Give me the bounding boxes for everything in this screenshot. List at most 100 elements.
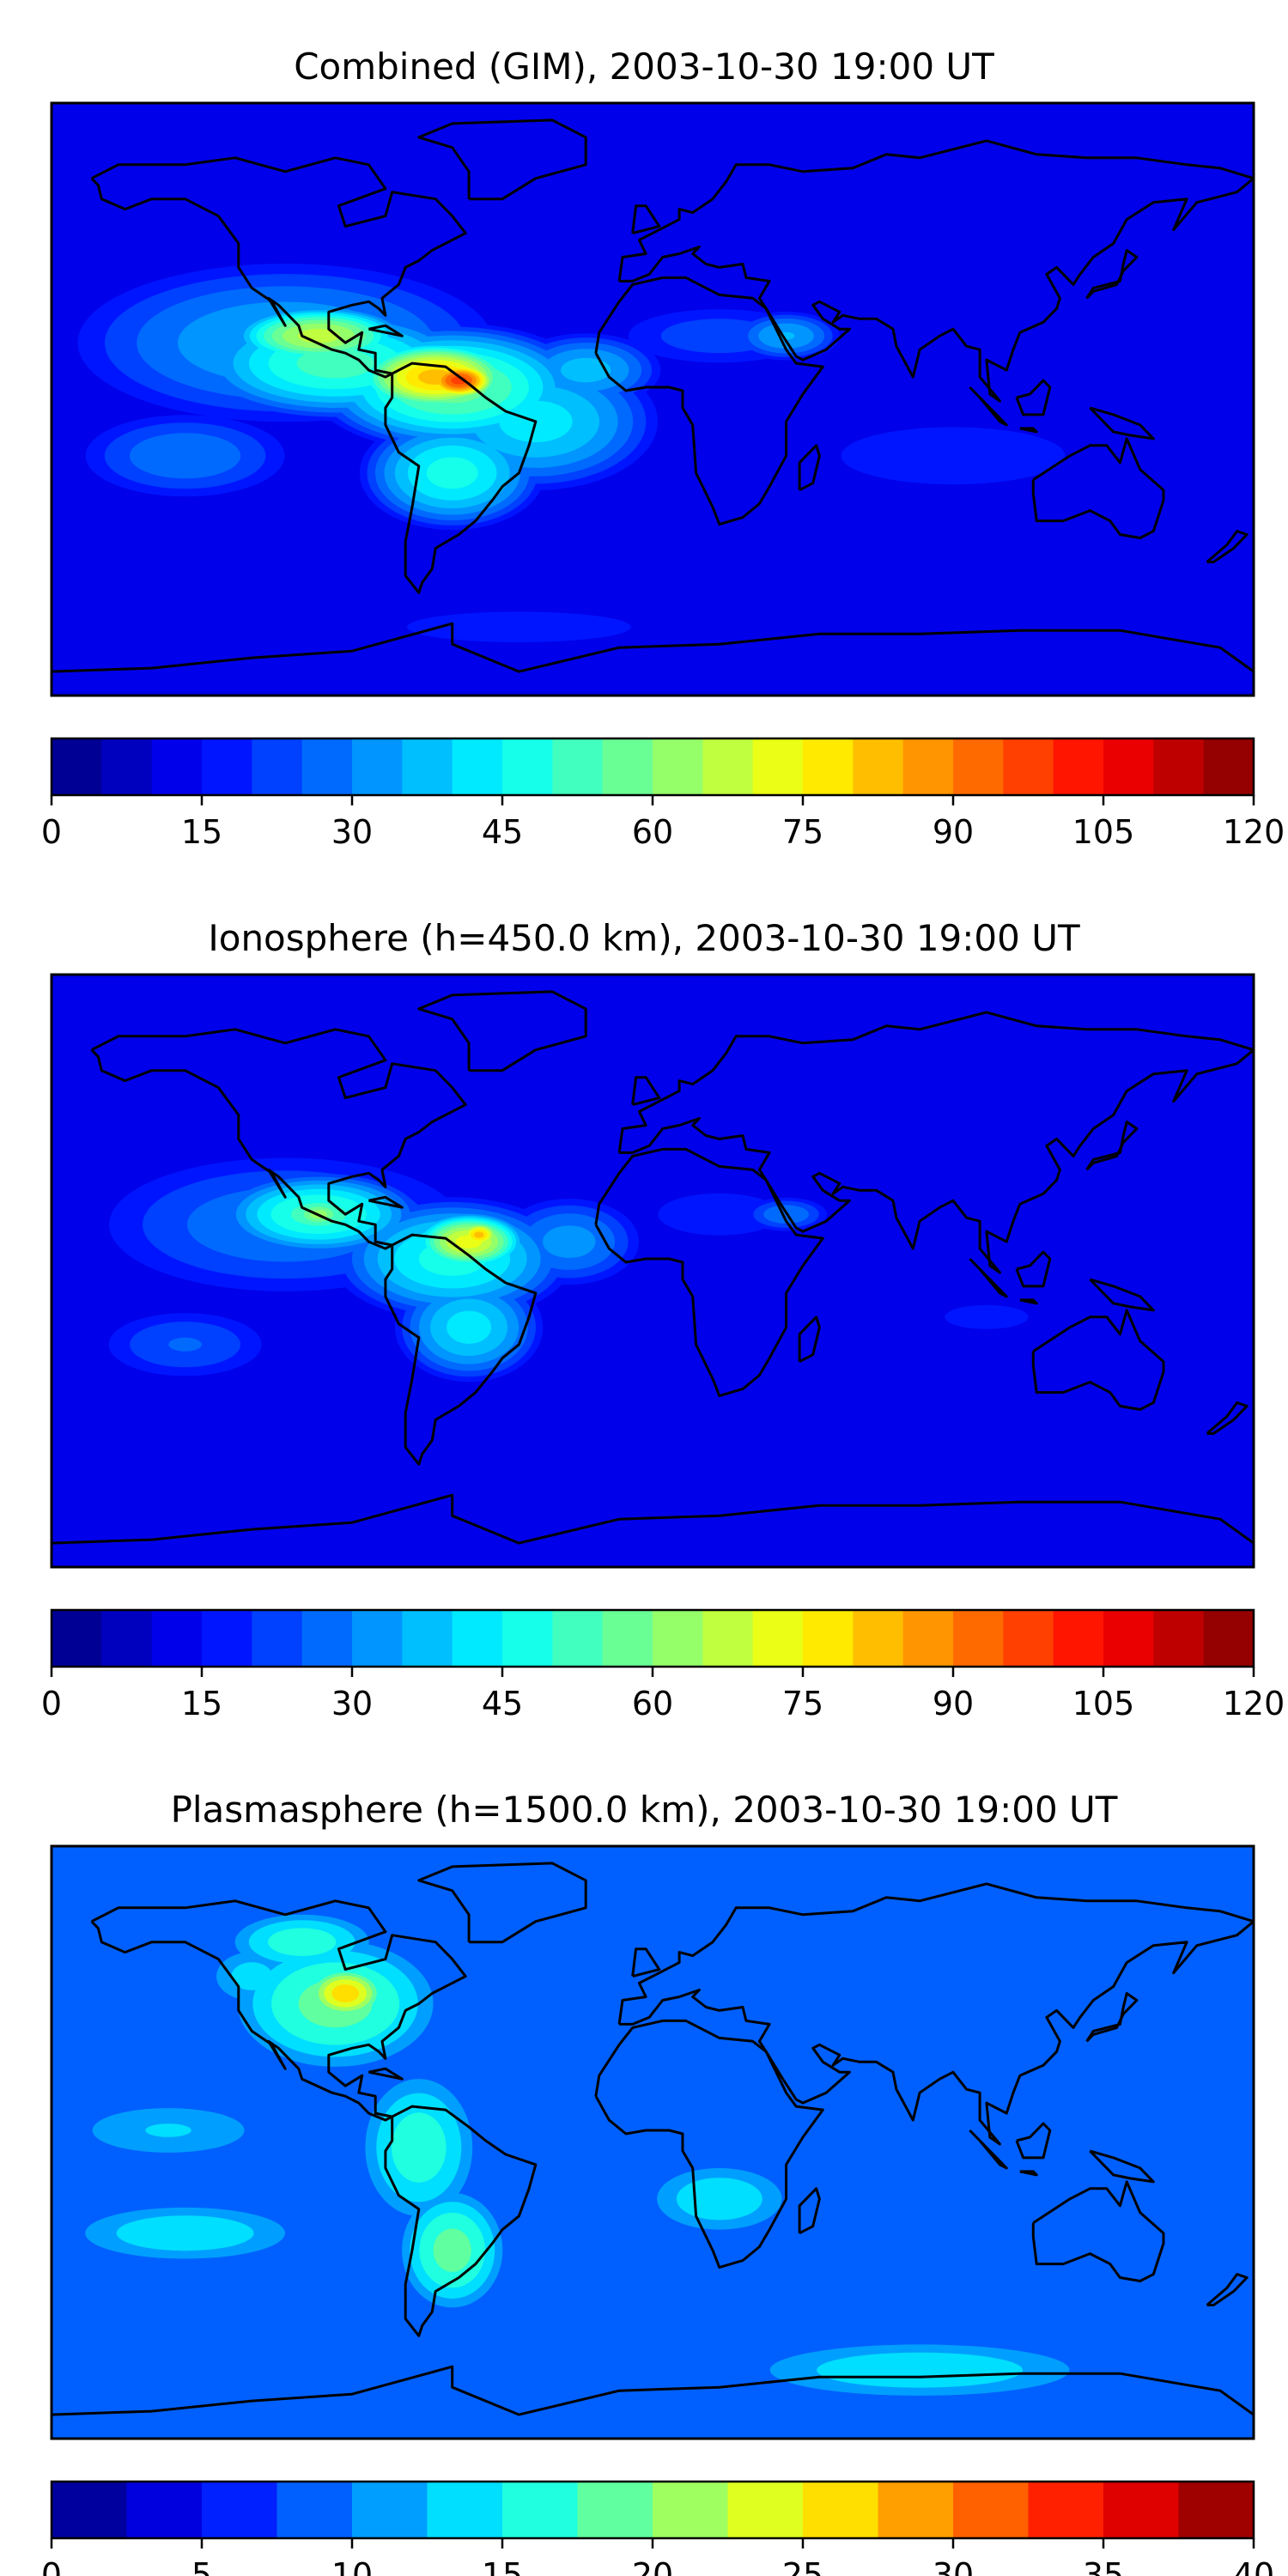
contour-level (474, 1231, 484, 1238)
colorbar-level (1203, 1610, 1255, 1667)
coastline (51, 118, 1255, 673)
colorbar-tick-label: 0 (41, 1685, 62, 1722)
colorbar-level (402, 738, 453, 795)
coastline-path (1019, 2170, 1038, 2177)
colorbar-level (52, 738, 102, 795)
coastline-path (617, 1882, 1255, 2146)
coastline-path (631, 1076, 661, 1107)
coastline-path (1089, 406, 1155, 440)
colorbar-combined: 0 15 30 45 60 75 90 105 120 (41, 737, 1285, 851)
colorbar-level (752, 738, 804, 795)
coastline-path (51, 1493, 1255, 1545)
coastline-path (417, 118, 587, 201)
coastline-path (594, 276, 824, 526)
panel-combined: Combined (GIM), 2003-10-30 19:00 UT 0 15 3… (41, 46, 1285, 851)
contour-level (841, 427, 1066, 485)
coastline-path (384, 1233, 538, 1466)
colorbar-tick-label: 25 (782, 2556, 823, 2576)
coastline-path (594, 2019, 824, 2269)
colorbar-level (452, 1610, 503, 1667)
coastline-path (798, 2187, 821, 2235)
coastline-path (594, 1147, 824, 1398)
colorbar-tick-label: 90 (933, 1685, 974, 1722)
colorbar-tick-label: 120 (1223, 813, 1285, 851)
colorbar-level (653, 1610, 703, 1667)
colorbar-tick-label: 5 (191, 2556, 212, 2576)
coastline-path (368, 2067, 404, 2081)
colorbar-tick-label: 40 (1233, 2556, 1274, 2576)
coastline-path (1031, 437, 1165, 539)
colorbar-tick-label: 45 (482, 813, 523, 851)
colorbar-level (252, 738, 303, 795)
contour-level (392, 2112, 447, 2183)
panel-ionosphere: Ionosphere (h=450.0 km), 2003-10-30 19:0… (41, 917, 1285, 1722)
colorbar-level (953, 2482, 1030, 2538)
colorbar-level (853, 738, 904, 795)
colorbar-tick-label: 15 (181, 1685, 222, 1722)
coastline-path (417, 990, 587, 1072)
colorbar-level (602, 738, 653, 795)
colorbar-level (803, 2482, 879, 2538)
map-frame (50, 101, 1255, 697)
colorbar-level (151, 1610, 203, 1667)
coastline-path (1206, 530, 1249, 563)
colorbar-tick-label: 0 (41, 813, 62, 851)
colorbar-level (1203, 738, 1255, 795)
colorbar-level (702, 738, 754, 795)
colorbar-tick-label: 105 (1072, 1685, 1135, 1722)
contour-level (145, 2123, 191, 2137)
colorbar-level (953, 1610, 1004, 1667)
colorbar-level (202, 738, 252, 795)
colorbar-tick-label: 10 (331, 2556, 373, 2576)
coastline-path (1015, 2122, 1052, 2160)
coastline-path (368, 324, 404, 337)
coastline-path (1085, 1992, 1139, 2043)
contour-level (891, 2179, 1081, 2253)
coastline-path (969, 386, 1008, 427)
colorbar-tick-label: 45 (482, 1685, 523, 1722)
colorbar-level (126, 2482, 203, 2538)
colorbar-tick-label: 15 (181, 813, 222, 851)
contour-level (676, 2178, 762, 2221)
coastline-path (617, 139, 1255, 403)
contour-level (447, 1310, 492, 1344)
colorbar-tick-label: 35 (1083, 2556, 1124, 2576)
coastline-path (51, 622, 1255, 673)
coastline-path (1206, 2273, 1249, 2306)
colorbar-level (52, 1610, 102, 1667)
colorbar-level (902, 1610, 954, 1667)
colorbar-tick-label: 30 (331, 1685, 373, 1722)
coastline-path (1019, 1298, 1038, 1305)
colorbar-level (602, 1610, 653, 1667)
map-frame (50, 1844, 1255, 2440)
colorbar-level (452, 738, 503, 795)
coastline-path (1015, 1250, 1052, 1288)
colorbar-tick-label: 15 (482, 2556, 523, 2576)
coastline-path (798, 1315, 821, 1364)
heatmap-field (52, 975, 1254, 1567)
coastline-path (631, 204, 661, 235)
contour-level (296, 348, 374, 379)
colorbar-tick-label: 60 (632, 1685, 673, 1722)
colorbar-level (902, 738, 954, 795)
coastline-path (384, 2105, 538, 2337)
coastline-path (1031, 1309, 1165, 1411)
coastline-path (90, 1028, 467, 1250)
colorbar-level (1028, 2482, 1104, 2538)
colorbar-level (552, 1610, 604, 1667)
chart-title: Plasmasphere (h=1500.0 km), 2003-10-30 1… (171, 1789, 1118, 1831)
colorbar-tick-label: 60 (632, 813, 673, 851)
colorbar-level (1053, 738, 1104, 795)
colorbar-level (402, 1610, 453, 1667)
colorbar-level (1153, 738, 1205, 795)
colorbar-level (252, 1610, 303, 1667)
contour-level (116, 2215, 254, 2251)
colorbar-level (352, 1610, 403, 1667)
colorbar-level (1153, 1610, 1205, 1667)
colorbar-level (1178, 2482, 1255, 2538)
colorbar-tick-label: 20 (632, 2556, 673, 2576)
colorbar-level (752, 1610, 804, 1667)
coastline-path (1206, 1401, 1249, 1435)
contour-level (658, 1193, 781, 1236)
